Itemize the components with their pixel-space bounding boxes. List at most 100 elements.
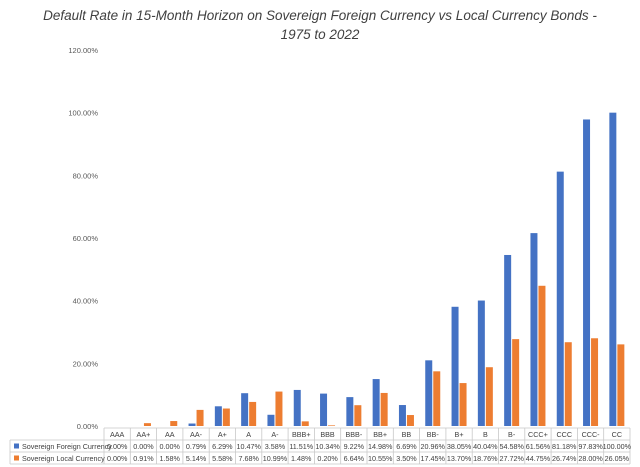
category-label: CCC- — [582, 430, 601, 439]
data-label: 0.79% — [186, 442, 207, 451]
bar-foreign-bplus — [451, 306, 459, 426]
data-label: 18.76% — [473, 454, 498, 463]
bar-foreign-aminus — [267, 414, 275, 426]
bar-foreign-bbbminus — [346, 397, 354, 426]
data-label: 6.64% — [344, 454, 365, 463]
data-label: 26.05% — [605, 454, 630, 463]
data-label: 5.14% — [186, 454, 207, 463]
bar-local-cccplus — [538, 285, 546, 426]
data-label: 3.50% — [396, 454, 417, 463]
bar-local-aaplus — [143, 423, 151, 426]
category-label: CC — [612, 430, 622, 439]
data-label: 6.69% — [396, 442, 417, 451]
category-label: B- — [508, 430, 516, 439]
bar-local-bbplus — [380, 392, 388, 426]
bar-foreign-bbminus — [425, 360, 433, 426]
data-label: 0.91% — [133, 454, 154, 463]
data-label: 14.98% — [368, 442, 393, 451]
data-label: 3.58% — [265, 442, 286, 451]
bar-foreign-cc — [609, 112, 617, 427]
category-label: BBB — [320, 430, 335, 439]
category-label: CCC+ — [528, 430, 548, 439]
data-label: 1.58% — [160, 454, 181, 463]
bar-local-bplus — [459, 383, 467, 426]
bar-foreign-bb — [398, 405, 406, 426]
category-label: A — [246, 430, 251, 439]
data-label: 11.51% — [289, 442, 313, 451]
category-label: AA- — [190, 430, 203, 439]
bar-local-bbminus — [433, 371, 441, 426]
data-label: 28.00% — [578, 454, 603, 463]
legend-swatch — [14, 455, 19, 461]
chart-title: Default Rate in 15-Month Horizon on Sove… — [0, 6, 640, 44]
chart-title-line-2: 1975 to 2022 — [280, 27, 360, 42]
category-label: B+ — [455, 430, 464, 439]
bar-foreign-ccc — [556, 171, 564, 426]
y-tick-label: 0.00% — [77, 422, 99, 431]
bar-foreign-aplus — [214, 406, 222, 426]
bar-foreign-b — [477, 300, 485, 426]
chart-title-line-1: Default Rate in 15-Month Horizon on Sove… — [43, 8, 597, 23]
data-label: 6.29% — [212, 442, 233, 451]
y-tick-label: 80.00% — [73, 171, 99, 180]
legend-label: Sovereign Local Currency — [22, 454, 105, 463]
category-label: AA — [165, 430, 175, 439]
data-label: 26.74% — [552, 454, 577, 463]
data-label: 10.47% — [236, 442, 261, 451]
bar-local-bbb — [328, 425, 336, 426]
category-label: BBB+ — [292, 430, 311, 439]
category-label: BB — [402, 430, 412, 439]
data-label: 0.00% — [133, 442, 154, 451]
category-label: AA+ — [137, 430, 151, 439]
bar-local-aa — [170, 421, 178, 426]
data-label: 7.68% — [238, 454, 259, 463]
bar-local-bbbplus — [301, 421, 309, 426]
category-label: AAA — [110, 430, 125, 439]
data-label: 9.22% — [344, 442, 365, 451]
bar-local-b — [485, 367, 493, 426]
bar-foreign-bbb — [320, 393, 328, 426]
legend-swatch — [14, 443, 19, 449]
bar-foreign-a — [241, 393, 249, 426]
data-label: 10.55% — [368, 454, 393, 463]
category-label: BBB- — [345, 430, 362, 439]
data-label: 81.18% — [552, 442, 577, 451]
data-label: 61.56% — [526, 442, 551, 451]
data-label: 13.70% — [447, 454, 472, 463]
data-label: 10.99% — [263, 454, 288, 463]
category-label: A- — [271, 430, 279, 439]
data-label: 100.00% — [603, 442, 632, 451]
data-label: 27.72% — [499, 454, 524, 463]
bar-local-aaminus — [196, 409, 204, 426]
bar-local-a — [249, 401, 257, 426]
data-label: 10.34% — [315, 442, 340, 451]
bar-foreign-bminus — [504, 254, 512, 426]
bar-foreign-cccminus — [583, 119, 591, 426]
y-tick-label: 20.00% — [73, 359, 99, 368]
bar-local-aplus — [222, 408, 230, 426]
y-tick-label: 120.00% — [68, 46, 98, 55]
y-tick-label: 60.00% — [73, 234, 99, 243]
legend-label: Sovereign Foreign Currency — [22, 442, 112, 451]
data-label: 5.58% — [212, 454, 233, 463]
data-label: 44.75% — [526, 454, 551, 463]
bar-foreign-bbbplus — [293, 389, 301, 426]
y-tick-label: 40.00% — [73, 297, 99, 306]
y-tick-label: 100.00% — [68, 109, 98, 118]
category-label: CCC — [556, 430, 572, 439]
data-label: 0.00% — [107, 454, 128, 463]
bar-local-bminus — [512, 339, 520, 426]
data-label: 0.20% — [317, 454, 338, 463]
category-label: BB+ — [373, 430, 387, 439]
category-label: BB- — [427, 430, 440, 439]
bar-foreign-bbplus — [372, 379, 380, 426]
bar-local-ccc — [564, 342, 572, 426]
bar-local-bbbminus — [354, 405, 362, 426]
bar-local-bb — [406, 415, 414, 426]
category-label: B — [483, 430, 488, 439]
data-label: 20.96% — [421, 442, 446, 451]
bar-local-cc — [617, 344, 625, 426]
data-label: 40.04% — [473, 442, 498, 451]
data-label: 0.00% — [160, 442, 181, 451]
